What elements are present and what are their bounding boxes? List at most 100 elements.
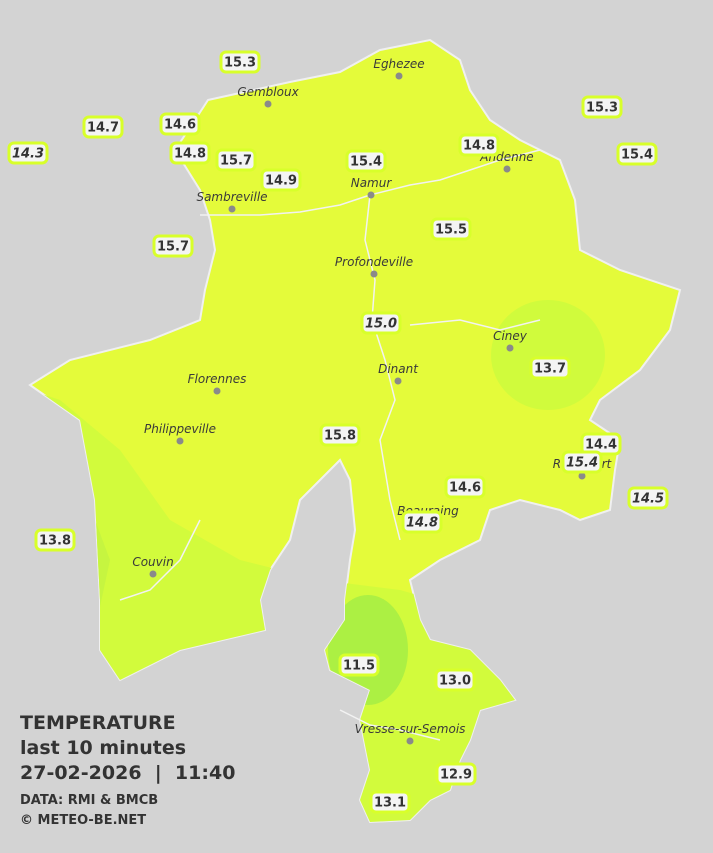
station-value: 11.5 — [343, 659, 375, 674]
city-dot — [406, 737, 414, 745]
station: 14.6 — [444, 475, 486, 499]
station: 14.7 — [82, 115, 124, 139]
station: 14.8 — [458, 133, 500, 157]
station-box — [169, 141, 211, 165]
station-value: 14.7 — [87, 121, 119, 136]
station: 13.7 — [529, 356, 571, 380]
station-value: 13.7 — [534, 362, 566, 377]
city-label: Gembloux — [237, 85, 299, 99]
station: 15.5 — [430, 217, 472, 241]
station-value: 14.4 — [585, 438, 617, 453]
station-box — [561, 450, 603, 474]
city-label: Sambreville — [196, 190, 267, 204]
legend-source: DATA: RMI & BMCB — [20, 793, 158, 808]
station-box — [434, 668, 476, 692]
station-box — [360, 311, 402, 335]
city-dot — [506, 344, 514, 352]
station-box — [82, 115, 124, 139]
station: 13.8 — [34, 528, 76, 552]
station-value: 15.4 — [566, 456, 598, 471]
city-dot — [176, 437, 184, 445]
city-dot — [367, 191, 375, 199]
station: 15.7 — [152, 234, 194, 258]
city-label: Profondeville — [335, 255, 413, 269]
station-value: 14.9 — [265, 174, 297, 189]
city-label: Ciney — [493, 329, 528, 343]
station-box — [319, 423, 361, 447]
station-box — [159, 112, 201, 136]
city-dot — [503, 165, 511, 173]
city-dot — [213, 387, 221, 395]
station-box — [616, 142, 658, 166]
station-value: 14.6 — [164, 118, 196, 133]
station: 14.8 — [401, 510, 443, 534]
station: 15.4 — [616, 142, 658, 166]
station: 15.7 — [215, 148, 257, 172]
station: 13.1 — [369, 790, 411, 814]
city-label: Couvin — [132, 555, 173, 569]
city-dot — [264, 100, 272, 108]
station-box — [7, 141, 49, 165]
station-value: 15.5 — [435, 223, 467, 238]
legend-datetime: 27-02-2026 | 11:40 — [20, 762, 235, 784]
station-value: 15.8 — [324, 429, 356, 444]
city-dot — [149, 570, 157, 578]
station-value: 15.4 — [350, 155, 382, 170]
station: 14.6 — [159, 112, 201, 136]
station: 15.3 — [219, 50, 261, 74]
legend-period: last 10 minutes — [20, 737, 186, 759]
station: 15.4 — [561, 450, 603, 474]
station: 14.5 — [627, 486, 669, 510]
city-label: Philippeville — [144, 422, 216, 436]
station-box — [219, 50, 261, 74]
city-label: Dinant — [378, 362, 419, 376]
station-value: 14.3 — [12, 147, 44, 162]
city-label: Florennes — [188, 372, 247, 386]
city-label: Vresse-sur-Semois — [355, 722, 466, 736]
station: 13.0 — [434, 668, 476, 692]
city-dot — [578, 472, 586, 480]
station-value: 14.8 — [406, 516, 438, 531]
station-value: 15.3 — [586, 101, 618, 116]
station-box — [581, 95, 623, 119]
station-box — [401, 510, 443, 534]
station: 11.5 — [338, 653, 380, 677]
rivers — [119, 149, 541, 741]
station-box — [369, 790, 411, 814]
station-box — [345, 149, 387, 173]
station-value: 13.1 — [374, 796, 406, 811]
station-value: 14.8 — [174, 147, 206, 162]
city-dot — [394, 377, 402, 385]
station-box — [627, 486, 669, 510]
station-box — [529, 356, 571, 380]
zone-cold — [328, 595, 408, 705]
station-box — [34, 528, 76, 552]
station-value: 15.7 — [220, 154, 252, 169]
station-value: 14.8 — [463, 139, 495, 154]
station: 15.4 — [345, 149, 387, 173]
station: 15.0 — [360, 311, 402, 335]
station-box — [458, 133, 500, 157]
station-value: 14.6 — [449, 481, 481, 496]
station: 15.8 — [319, 423, 361, 447]
station-value: 15.7 — [157, 240, 189, 255]
station: 12.9 — [435, 762, 477, 786]
zone-cool — [491, 300, 605, 410]
city-label: Namur — [351, 176, 393, 190]
legend-title: TEMPERATURE — [20, 712, 176, 734]
city-dot — [395, 72, 403, 80]
station-box — [444, 475, 486, 499]
city-dot — [370, 270, 378, 278]
station: 14.8 — [169, 141, 211, 165]
city-dot — [228, 205, 236, 213]
station: 14.9 — [260, 168, 302, 192]
station-box — [435, 762, 477, 786]
station-box — [338, 653, 380, 677]
station-value: 15.0 — [365, 317, 397, 332]
station-value: 14.5 — [632, 492, 664, 507]
station-box — [430, 217, 472, 241]
legend-copyright: © METEO-BE.NET — [20, 813, 146, 828]
station-box — [215, 148, 257, 172]
